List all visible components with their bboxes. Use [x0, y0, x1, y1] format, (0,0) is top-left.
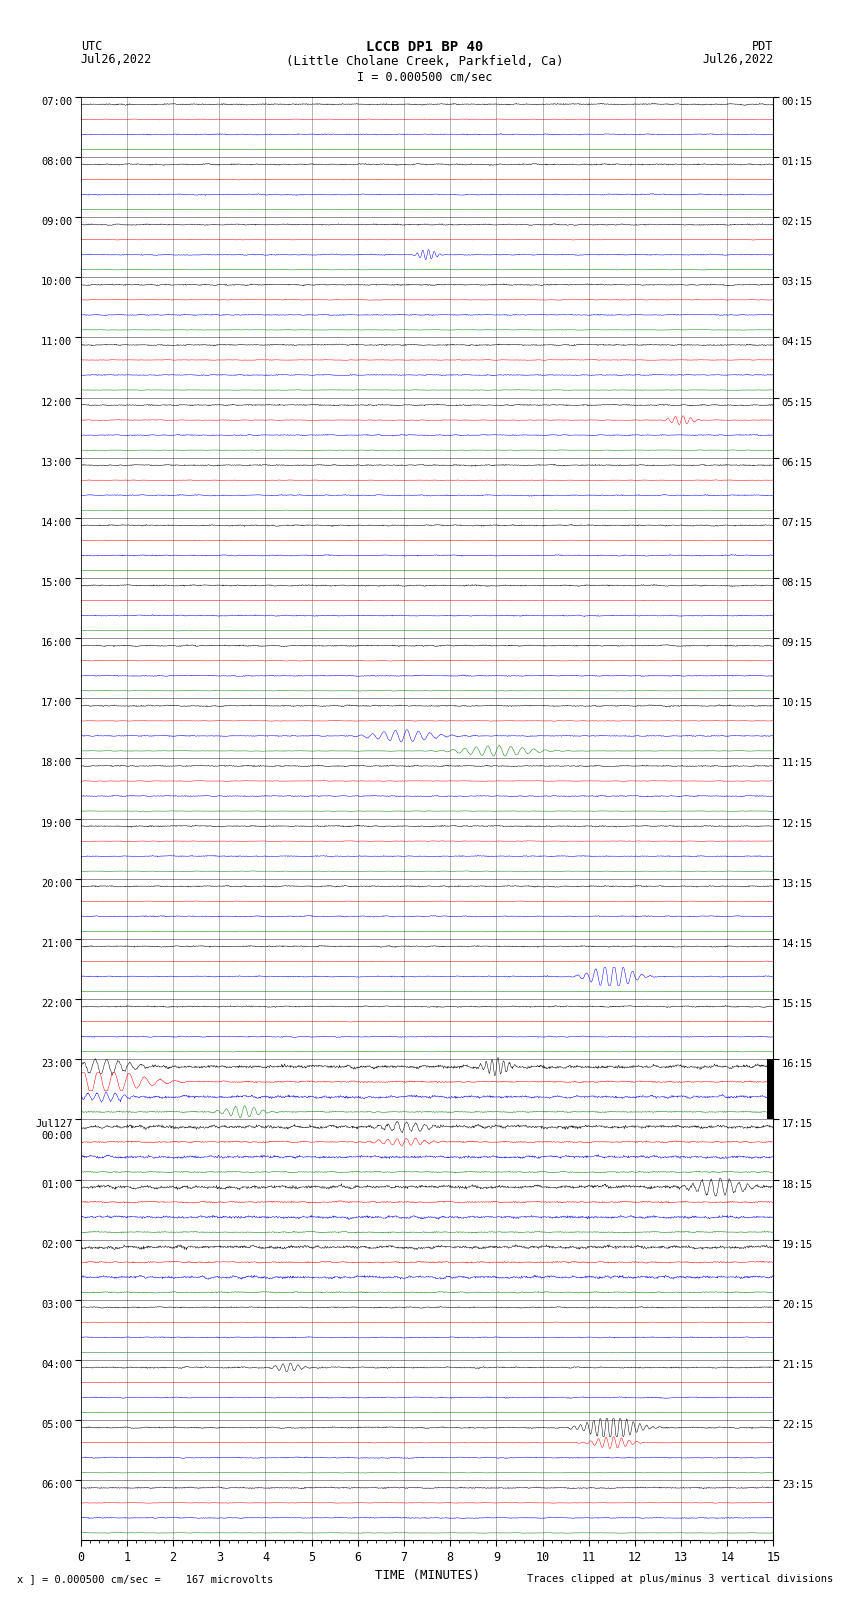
Text: Traces clipped at plus/minus 3 vertical divisions: Traces clipped at plus/minus 3 vertical … — [527, 1574, 833, 1584]
Text: Jul26,2022: Jul26,2022 — [81, 53, 152, 66]
Text: (Little Cholane Creek, Parkfield, Ca): (Little Cholane Creek, Parkfield, Ca) — [286, 55, 564, 68]
Text: UTC: UTC — [81, 40, 102, 53]
Bar — [767, 1060, 774, 1119]
X-axis label: TIME (MINUTES): TIME (MINUTES) — [375, 1569, 479, 1582]
Text: x ] = 0.000500 cm/sec =    167 microvolts: x ] = 0.000500 cm/sec = 167 microvolts — [17, 1574, 273, 1584]
Text: LCCB DP1 BP 40: LCCB DP1 BP 40 — [366, 40, 484, 53]
Text: PDT: PDT — [752, 40, 774, 53]
Text: Jul26,2022: Jul26,2022 — [702, 53, 774, 66]
Text: I = 0.000500 cm/sec: I = 0.000500 cm/sec — [357, 71, 493, 84]
